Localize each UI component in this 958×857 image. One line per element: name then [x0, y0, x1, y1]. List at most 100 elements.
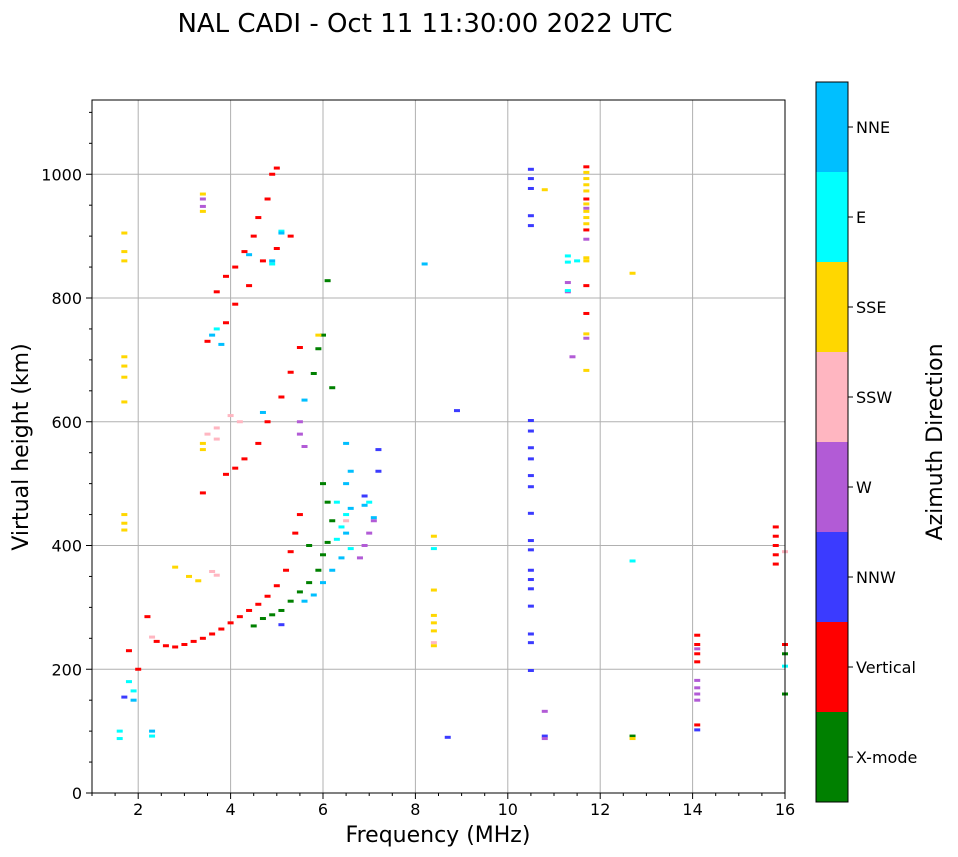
echo-point — [222, 472, 229, 476]
echo-point — [694, 728, 701, 732]
echo-point — [375, 448, 382, 452]
echo-point — [153, 639, 160, 643]
echo-point — [269, 172, 276, 176]
echo-point — [320, 333, 326, 337]
echo-point — [301, 398, 308, 402]
echo-point — [583, 311, 590, 315]
echo-point — [213, 573, 220, 577]
echo-point — [361, 494, 368, 498]
echo-point — [329, 568, 336, 572]
series-w — [199, 197, 701, 741]
chart-title: NAL CADI - Oct 11 11:30:00 2022 UTC — [177, 9, 672, 39]
echo-point — [181, 643, 188, 646]
echo-point — [218, 342, 225, 346]
series-nnw — [121, 167, 701, 739]
echo-point — [430, 629, 437, 633]
echo-point — [121, 355, 128, 359]
echo-point — [421, 262, 428, 266]
echo-point — [527, 587, 534, 591]
echo-point — [583, 332, 590, 336]
echo-point — [190, 639, 197, 643]
echo-point — [227, 414, 234, 418]
echo-point — [222, 321, 229, 325]
echo-point — [199, 209, 206, 213]
echo-point — [430, 641, 437, 645]
echo-point — [144, 615, 151, 619]
echo-point — [121, 528, 128, 532]
echo-point — [347, 547, 354, 551]
colorbar: X-mode Vertical NNW W SSW SSE E NNE — [815, 81, 917, 803]
echo-point — [232, 466, 239, 470]
echo-point — [324, 500, 331, 504]
echo-point — [121, 231, 128, 235]
echo-point — [338, 556, 345, 560]
echo-point — [209, 569, 216, 573]
echo-point — [320, 581, 326, 585]
x-tick-label: 10 — [498, 800, 518, 819]
echo-point — [278, 623, 285, 627]
echo-point — [296, 346, 303, 349]
colorbar-segment — [816, 172, 848, 262]
echo-point — [199, 204, 206, 208]
echo-point — [527, 568, 534, 572]
echo-point — [527, 485, 534, 489]
x-tick-label: 14 — [682, 800, 702, 819]
echo-point — [246, 284, 253, 288]
echo-point — [121, 513, 128, 517]
echo-point — [269, 262, 276, 266]
colorbar-label: SSW — [856, 388, 892, 407]
echo-point — [121, 250, 128, 254]
y-axis-ticks: 0 200 400 600 800 1000 — [41, 111, 92, 803]
plot-area: 2 4 6 8 10 12 14 16 0 200 400 600 800 1000 — [41, 99, 795, 819]
echo-point — [370, 516, 377, 520]
echo-point — [333, 500, 340, 504]
echo-point — [430, 588, 437, 592]
echo-point — [172, 565, 179, 569]
colorbar-segment — [816, 262, 848, 352]
echo-point — [564, 254, 571, 258]
echo-point — [583, 165, 590, 169]
colorbar-label: NNE — [856, 118, 890, 137]
colorbar-segment — [816, 532, 848, 622]
echo-point — [583, 170, 590, 174]
echo-point — [694, 698, 701, 702]
echo-point — [296, 590, 303, 594]
echo-point — [324, 540, 331, 544]
echo-point — [541, 709, 548, 713]
echo-point — [121, 375, 128, 379]
echo-point — [347, 469, 354, 473]
colorbar-title: Azimuth Direction — [923, 343, 948, 540]
echo-point — [527, 177, 534, 181]
echo-point — [527, 214, 534, 218]
echo-point — [527, 429, 534, 433]
echo-point — [315, 568, 322, 572]
echo-point — [250, 624, 257, 628]
echo-point — [273, 247, 280, 250]
colorbar-segment — [816, 352, 848, 442]
echo-point — [199, 448, 206, 452]
plot-background — [92, 100, 785, 793]
y-tick-label: 400 — [51, 537, 82, 556]
echo-point — [629, 271, 636, 275]
echo-point — [310, 593, 317, 597]
colorbar-frame — [815, 81, 849, 803]
echo-point — [583, 209, 590, 213]
colorbar-label: E — [856, 208, 866, 227]
echo-point — [694, 692, 701, 696]
series-sse — [121, 170, 636, 741]
colorbar-label: X-mode — [856, 748, 917, 767]
echo-point — [343, 441, 350, 445]
echo-point — [583, 368, 590, 372]
echo-point — [527, 511, 534, 515]
colorbar-label: Vertical — [856, 658, 916, 677]
echo-point — [306, 544, 313, 547]
echo-point — [241, 250, 248, 254]
series-ssw — [149, 414, 788, 645]
echo-point — [121, 259, 128, 263]
echo-point — [694, 643, 701, 646]
echo-point — [541, 737, 548, 741]
echo-point — [527, 641, 534, 645]
y-axis-label: Virtual height (km) — [9, 343, 34, 550]
echo-point — [564, 281, 571, 285]
echo-point — [453, 409, 460, 413]
